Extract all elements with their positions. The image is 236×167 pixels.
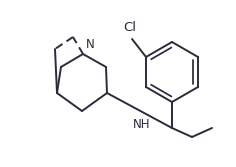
- Text: NH: NH: [133, 119, 150, 131]
- Text: Cl: Cl: [123, 21, 136, 34]
- Text: N: N: [86, 38, 95, 51]
